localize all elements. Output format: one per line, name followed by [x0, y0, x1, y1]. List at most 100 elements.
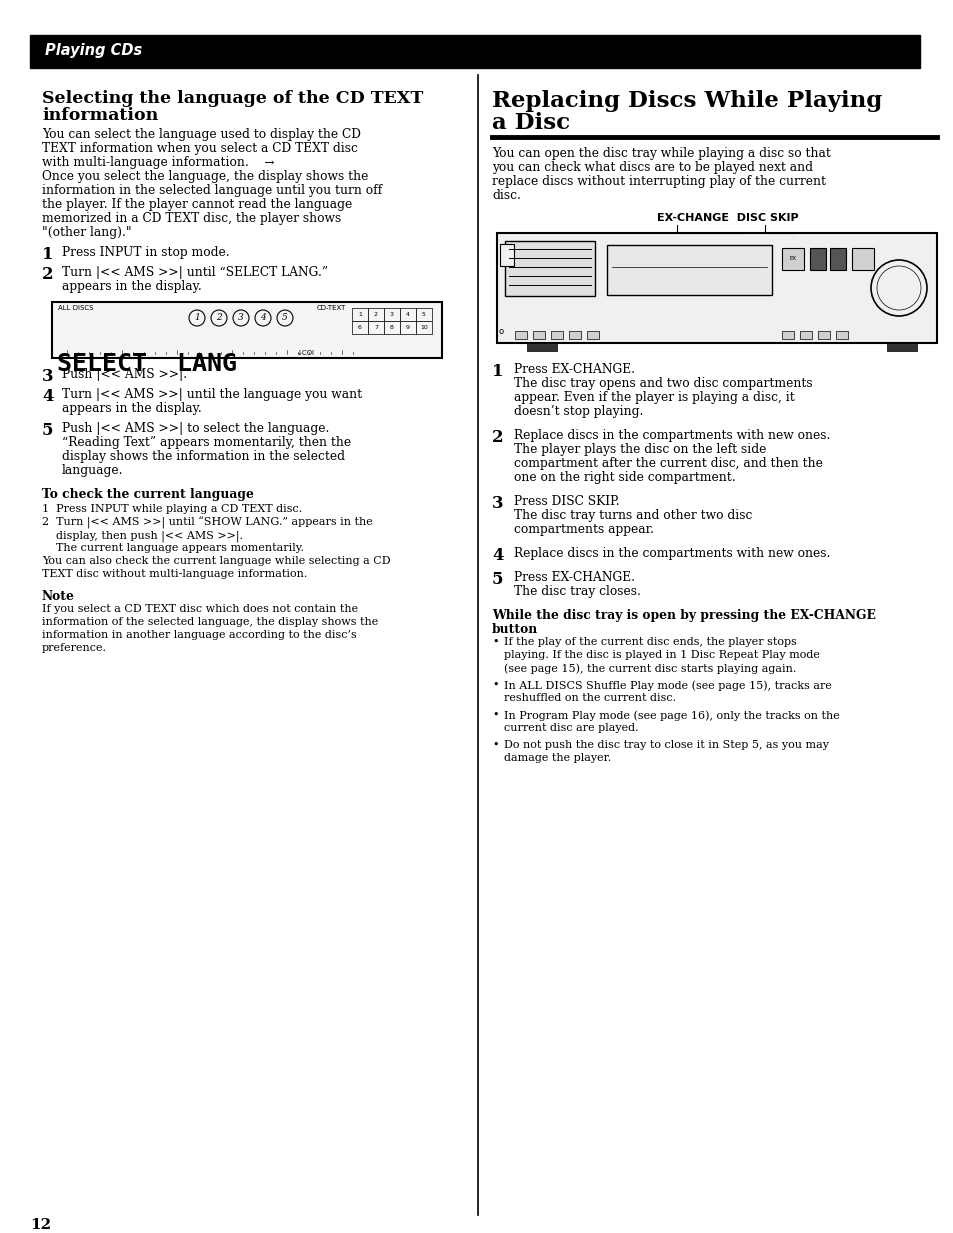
Text: Press EX-CHANGE.: Press EX-CHANGE.	[514, 363, 635, 376]
Text: you can check what discs are to be played next and: you can check what discs are to be playe…	[492, 162, 812, 174]
Text: 1  Press INPUT while playing a CD TEXT disc.: 1 Press INPUT while playing a CD TEXT di…	[42, 504, 302, 514]
Text: 5: 5	[282, 313, 288, 323]
Text: Replacing Discs While Playing: Replacing Discs While Playing	[492, 90, 882, 112]
Text: button: button	[492, 623, 537, 636]
Text: 3: 3	[238, 313, 244, 323]
Text: EX: EX	[789, 256, 796, 261]
Text: Turn |<< AMS >>| until the language you want: Turn |<< AMS >>| until the language you …	[62, 388, 362, 401]
Text: •: •	[492, 740, 498, 750]
Text: replace discs without interrupting play of the current: replace discs without interrupting play …	[492, 175, 825, 187]
Text: 3: 3	[492, 494, 503, 512]
Text: damage the player.: damage the player.	[503, 753, 611, 763]
Text: ALL DISCS: ALL DISCS	[58, 305, 93, 311]
Bar	[30, 35, 919, 68]
Text: 7: 7	[374, 326, 377, 330]
Text: current disc are played.: current disc are played.	[503, 723, 638, 732]
Text: Do not push the disc tray to close it in Step 5, as you may: Do not push the disc tray to close it in…	[503, 740, 828, 750]
Text: TEXT information when you select a CD TEXT disc: TEXT information when you select a CD TE…	[42, 142, 357, 155]
Text: The disc tray closes.: The disc tray closes.	[514, 584, 640, 598]
Bar	[499, 244, 514, 266]
Text: playing. If the disc is played in 1 Disc Repeat Play mode: playing. If the disc is played in 1 Disc…	[503, 650, 819, 660]
Text: information in the selected language until you turn off: information in the selected language unt…	[42, 184, 382, 197]
Text: •: •	[492, 710, 498, 720]
Bar	[817, 330, 829, 339]
Text: While the disc tray is open by pressing the EX-CHANGE: While the disc tray is open by pressing …	[492, 609, 875, 621]
Bar	[352, 321, 368, 334]
Bar	[399, 321, 416, 334]
Bar	[851, 248, 873, 270]
Bar	[886, 343, 916, 351]
Text: “Reading Text” appears momentarily, then the: “Reading Text” appears momentarily, then…	[62, 436, 351, 449]
Bar	[504, 240, 595, 296]
Text: disc.: disc.	[492, 189, 520, 202]
Bar	[368, 308, 384, 321]
Text: with multi-language information.    →: with multi-language information. →	[42, 157, 274, 169]
Text: Playing CDs: Playing CDs	[45, 43, 142, 58]
Text: information in another language according to the disc’s: information in another language accordin…	[42, 630, 356, 640]
Text: Press DISC SKIP.: Press DISC SKIP.	[514, 494, 619, 508]
Bar	[497, 233, 936, 343]
Text: appears in the display.: appears in the display.	[62, 402, 201, 416]
Bar	[781, 248, 803, 270]
Text: appears in the display.: appears in the display.	[62, 280, 201, 293]
Text: information: information	[42, 107, 158, 125]
Text: 12: 12	[30, 1218, 51, 1232]
Text: The disc tray turns and other two disc: The disc tray turns and other two disc	[514, 509, 752, 522]
Text: 1: 1	[492, 363, 503, 380]
Text: Replace discs in the compartments with new ones.: Replace discs in the compartments with n…	[514, 429, 829, 441]
Text: the player. If the player cannot read the language: the player. If the player cannot read th…	[42, 199, 352, 211]
Text: If the play of the current disc ends, the player stops: If the play of the current disc ends, th…	[503, 637, 796, 647]
Text: 2: 2	[374, 312, 377, 317]
Text: 2: 2	[42, 266, 53, 284]
Text: 8: 8	[390, 326, 394, 330]
Text: memorized in a CD TEXT disc, the player shows: memorized in a CD TEXT disc, the player …	[42, 212, 341, 224]
Text: compartments appear.: compartments appear.	[514, 523, 654, 536]
Text: Press INPUT in stop mode.: Press INPUT in stop mode.	[62, 247, 230, 259]
Text: display, then push |<< AMS >>|.: display, then push |<< AMS >>|.	[42, 530, 243, 541]
Text: •: •	[492, 681, 498, 690]
Text: 9: 9	[406, 326, 410, 330]
Bar	[800, 330, 811, 339]
Text: 2  Turn |<< AMS >>| until “SHOW LANG.” appears in the: 2 Turn |<< AMS >>| until “SHOW LANG.” ap…	[42, 517, 373, 529]
Text: 5: 5	[42, 422, 53, 439]
Text: SELECT  LANG: SELECT LANG	[57, 351, 236, 376]
Text: information of the selected language, the display shows the: information of the selected language, th…	[42, 616, 377, 628]
Bar	[586, 330, 598, 339]
Text: You can open the disc tray while playing a disc so that: You can open the disc tray while playing…	[492, 147, 830, 160]
Bar	[551, 330, 562, 339]
Text: 6: 6	[357, 326, 361, 330]
Text: 1: 1	[42, 247, 53, 263]
Text: 10: 10	[419, 326, 428, 330]
Text: doesn’t stop playing.: doesn’t stop playing.	[514, 404, 642, 418]
Text: In Program Play mode (see page 16), only the tracks on the: In Program Play mode (see page 16), only…	[503, 710, 839, 720]
Bar	[399, 308, 416, 321]
Bar	[533, 330, 544, 339]
Bar	[606, 245, 771, 295]
Bar	[835, 330, 847, 339]
Text: Push |<< AMS >>| to select the language.: Push |<< AMS >>| to select the language.	[62, 422, 329, 435]
Text: You can also check the current language while selecting a CD: You can also check the current language …	[42, 556, 390, 566]
Text: Press EX-CHANGE.: Press EX-CHANGE.	[514, 571, 635, 584]
Text: ↓COI: ↓COI	[296, 350, 314, 356]
Bar	[515, 330, 526, 339]
Bar	[829, 248, 845, 270]
Text: 1: 1	[193, 313, 200, 323]
Text: 4: 4	[260, 313, 266, 323]
Text: 4: 4	[492, 547, 503, 563]
Bar	[781, 330, 793, 339]
Bar	[368, 321, 384, 334]
Text: EX-CHANGE  DISC SKIP: EX-CHANGE DISC SKIP	[657, 213, 798, 223]
Bar	[384, 321, 399, 334]
Text: In ALL DISCS Shuffle Play mode (see page 15), tracks are: In ALL DISCS Shuffle Play mode (see page…	[503, 681, 831, 690]
Text: The player plays the disc on the left side: The player plays the disc on the left si…	[514, 443, 765, 456]
Text: Once you select the language, the display shows the: Once you select the language, the displa…	[42, 170, 368, 182]
Text: •: •	[492, 637, 498, 647]
Text: You can select the language used to display the CD: You can select the language used to disp…	[42, 128, 360, 141]
Text: If you select a CD TEXT disc which does not contain the: If you select a CD TEXT disc which does …	[42, 604, 357, 614]
Bar	[52, 302, 441, 358]
Text: reshuffled on the current disc.: reshuffled on the current disc.	[503, 693, 676, 703]
Text: language.: language.	[62, 464, 123, 477]
Text: compartment after the current disc, and then the: compartment after the current disc, and …	[514, 457, 822, 470]
Text: "(other lang).": "(other lang)."	[42, 226, 132, 239]
Text: (see page 15), the current disc starts playing again.: (see page 15), the current disc starts p…	[503, 663, 796, 673]
